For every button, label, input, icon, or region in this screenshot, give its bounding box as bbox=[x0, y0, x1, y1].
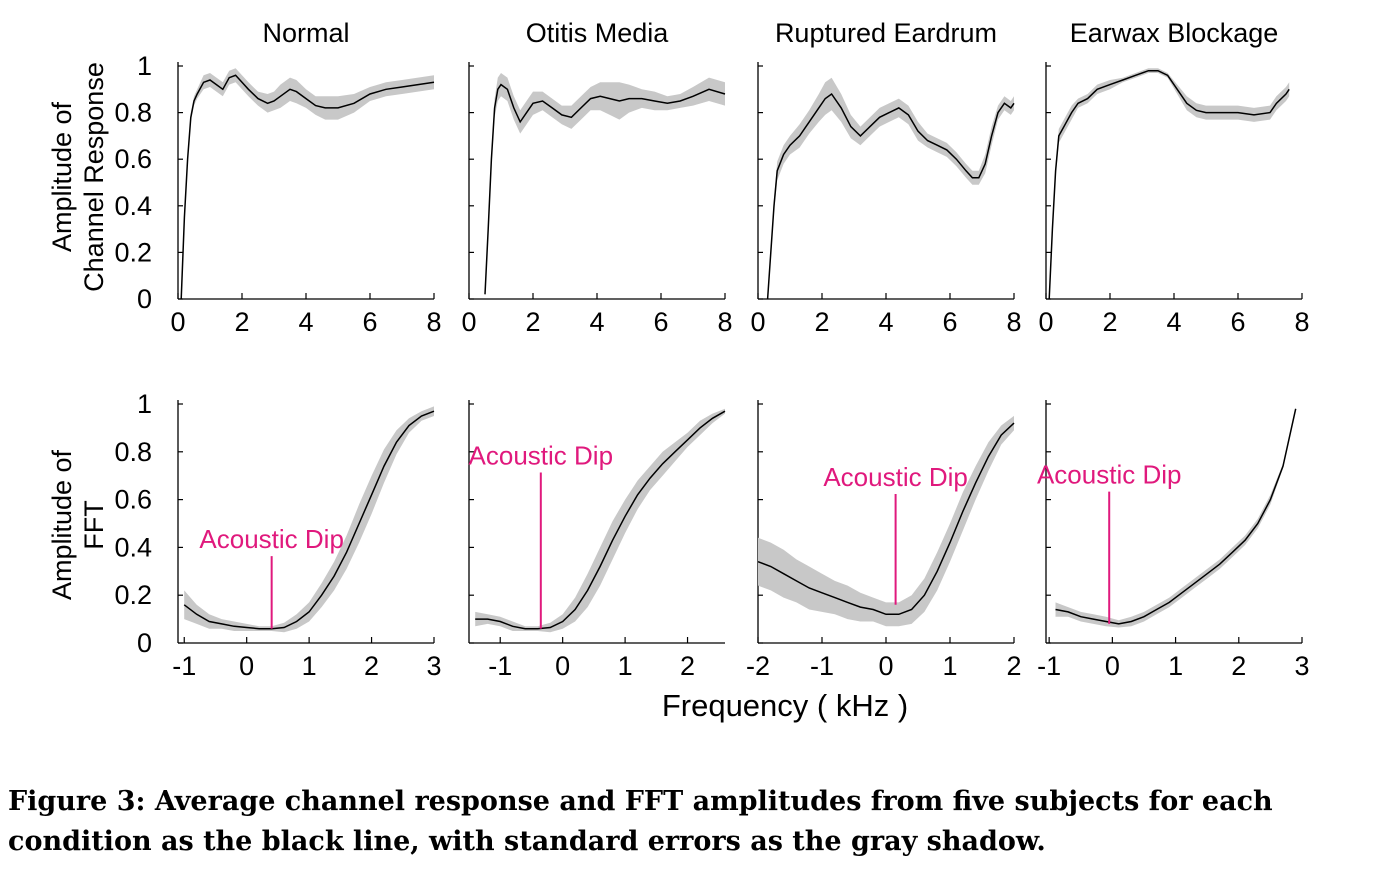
panel-channel-4: 0 2 4 6 8 Earwax Blockage bbox=[1038, 18, 1309, 337]
panel-channel-2-x-tick-label: 8 bbox=[717, 307, 732, 337]
panel-channel-1-x-tick-label: 8 bbox=[426, 307, 441, 337]
panel-fft-4-x-tick-label: 3 bbox=[1294, 651, 1309, 681]
panel-channel-4-title: Earwax Blockage bbox=[1070, 18, 1279, 48]
panel-channel-4-mean-line bbox=[1048, 69, 1290, 300]
panel-fft-1-y-tick-label: 0 bbox=[137, 628, 152, 658]
panel-channel-3: 0 2 4 6 8 Ruptured Eardrum bbox=[750, 18, 1021, 337]
panel-fft-1-x-tick-label: 3 bbox=[426, 651, 441, 681]
row-label-channel-line1: Amplitude of bbox=[47, 101, 77, 252]
figure-caption: Figure 3: Average channel response and F… bbox=[8, 786, 1273, 857]
panel-channel-1-x-tick-label: 2 bbox=[234, 307, 249, 337]
panel-fft-1-x-tick-label: 2 bbox=[364, 651, 379, 681]
panel-fft-2: -1 0 1 2 Acoustic Dip bbox=[468, 400, 726, 681]
panel-channel-1-x-tick-label: 6 bbox=[362, 307, 377, 337]
panel-fft-3-x-tick-label: 0 bbox=[878, 651, 893, 681]
panel-channel-2-title: Otitis Media bbox=[526, 18, 670, 48]
panel-fft-4: -1 0 1 2 3 Acoustic Dip bbox=[1037, 400, 1310, 681]
panel-fft-1-y-tick-label: 1 bbox=[137, 389, 152, 419]
panel-fft-1-error-band bbox=[184, 406, 434, 633]
panel-fft-2-dip-label: Acoustic Dip bbox=[469, 440, 614, 470]
panel-channel-1-error-band bbox=[181, 68, 434, 299]
panel-fft-1-y-tick-label: 0.6 bbox=[114, 485, 152, 515]
panel-channel-4-x-tick-label: 8 bbox=[1294, 307, 1309, 337]
panel-fft-4-dip-label: Acoustic Dip bbox=[1037, 460, 1182, 490]
row-label-channel-line2: Channel Response bbox=[79, 62, 109, 292]
x-axis-label: Frequency ( kHz ) bbox=[662, 688, 908, 723]
panel-fft-4-error-band bbox=[1055, 407, 1296, 628]
panel-fft-1-mean-line bbox=[183, 410, 435, 630]
panel-fft-4-x-tick-label: 2 bbox=[1231, 651, 1246, 681]
panel-channel-3-x-tick-label: 4 bbox=[878, 307, 893, 337]
panel-fft-4-x-tick-label: 0 bbox=[1105, 651, 1120, 681]
panel-channel-2-x-tick-label: 4 bbox=[589, 307, 604, 337]
panel-channel-1-y-tick-label: 0.4 bbox=[114, 191, 152, 221]
panel-fft-3-x-tick-label: 2 bbox=[1006, 651, 1021, 681]
row-label-fft-line2: FFT bbox=[79, 500, 109, 549]
panel-fft-1-x-tick-label: 1 bbox=[302, 651, 317, 681]
panel-fft-3-error-band bbox=[758, 415, 1014, 627]
panel-channel-1-y-tick-label: 0.2 bbox=[114, 237, 152, 267]
panel-channel-2: 0 2 4 6 8 Otitis Media bbox=[461, 18, 732, 337]
panel-channel-4-x-tick-label: 0 bbox=[1038, 307, 1053, 337]
panel-channel-3-title: Ruptured Eardrum bbox=[775, 18, 997, 48]
panel-channel-1-y-tick-label: 0.8 bbox=[114, 98, 152, 128]
panel-fft-1: -1 0 1 2 3 0 0.2 0.4 0.6 0.8 1 Acoustic Dip bbox=[114, 389, 441, 681]
panel-fft-4-mean-line bbox=[1055, 408, 1297, 625]
panel-channel-1-y-tick-label: 0.6 bbox=[114, 144, 152, 174]
panel-fft-1-y-tick-label: 0.2 bbox=[114, 580, 152, 610]
panel-channel-3-x-tick-label: 6 bbox=[942, 307, 957, 337]
panel-channel-4-x-tick-label: 4 bbox=[1166, 307, 1181, 337]
panel-fft-1-dip-label: Acoustic Dip bbox=[199, 524, 344, 554]
row-label-fft: Amplitude of FFT bbox=[47, 449, 109, 600]
panel-fft-1-x-tick-label: -1 bbox=[172, 651, 196, 681]
panel-channel-4-error-band bbox=[1049, 68, 1290, 299]
panel-channel-1: 0 2 4 6 8 0 0.2 0.4 0.6 0.8 1 Normal bbox=[114, 18, 441, 337]
panel-channel-1-x-tick-label: 4 bbox=[298, 307, 313, 337]
panel-fft-1-y-tick-label: 0.4 bbox=[114, 532, 152, 562]
panel-fft-2-x-tick-label: -1 bbox=[488, 651, 512, 681]
panel-channel-3-mean-line bbox=[766, 92, 1015, 300]
panel-channel-2-x-tick-label: 6 bbox=[653, 307, 668, 337]
panel-channel-1-title: Normal bbox=[262, 18, 349, 48]
panel-fft-2-x-tick-label: 1 bbox=[618, 651, 633, 681]
panel-channel-3-x-tick-label: 8 bbox=[1006, 307, 1021, 337]
panel-fft-1-y-tick-label: 0.8 bbox=[114, 437, 152, 467]
panel-fft-3-x-tick-label: 1 bbox=[942, 651, 957, 681]
panel-fft-2-x-tick-label: 2 bbox=[680, 651, 695, 681]
panel-fft-3-dip-label: Acoustic Dip bbox=[823, 462, 968, 492]
panel-channel-1-y-tick-label: 0 bbox=[137, 284, 152, 314]
panel-channel-3-error-band bbox=[767, 77, 1014, 299]
panel-channel-1-mean-line bbox=[180, 74, 435, 300]
panel-channel-2-error-band bbox=[485, 73, 725, 295]
row-label-channel: Amplitude of Channel Response bbox=[47, 62, 109, 292]
panel-channel-2-x-tick-label: 0 bbox=[461, 307, 476, 337]
panel-fft-2-x-tick-label: 0 bbox=[555, 651, 570, 681]
panel-channel-3-x-tick-label: 2 bbox=[814, 307, 829, 337]
panel-channel-4-x-tick-label: 2 bbox=[1102, 307, 1117, 337]
panel-fft-1-x-tick-label: 0 bbox=[239, 651, 254, 681]
panel-channel-1-x-tick-label: 0 bbox=[170, 307, 185, 337]
panel-channel-1-y-tick-label: 1 bbox=[137, 51, 152, 81]
panel-channel-4-x-tick-label: 6 bbox=[1230, 307, 1245, 337]
panel-fft-3-x-tick-label: -1 bbox=[810, 651, 834, 681]
panel-channel-3-x-tick-label: 0 bbox=[750, 307, 765, 337]
panel-channel-2-x-tick-label: 2 bbox=[525, 307, 540, 337]
panel-fft-3-mean-line bbox=[757, 422, 1015, 616]
panel-fft-3-x-tick-label: -2 bbox=[746, 651, 770, 681]
panel-fft-4-x-tick-label: 1 bbox=[1168, 651, 1183, 681]
panel-fft-4-x-tick-label: -1 bbox=[1037, 651, 1061, 681]
panel-fft-3: -2 -1 0 1 2 Acoustic Dip bbox=[746, 400, 1022, 681]
row-label-fft-line1: Amplitude of bbox=[47, 449, 77, 600]
panel-fft-2-mean-line bbox=[475, 410, 726, 630]
panel-channel-2-mean-line bbox=[484, 83, 726, 295]
